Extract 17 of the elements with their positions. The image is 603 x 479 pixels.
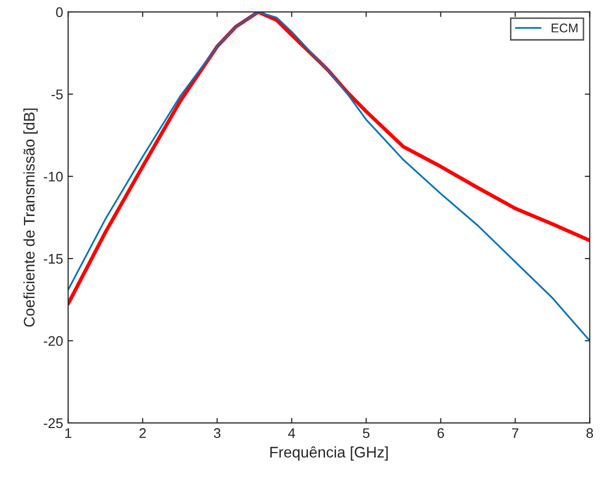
y-tick-label: -5 (52, 90, 63, 100)
y-tick-label: -15 (44, 254, 63, 264)
y-tick-label: -25 (44, 418, 63, 428)
x-tick-label: 6 (438, 428, 444, 438)
x-axis-title: Frequência [GHz] (270, 446, 388, 461)
y-tick-label: 0 (56, 7, 63, 18)
x-tick-label: 1 (65, 428, 72, 438)
y-tick-label: -10 (44, 172, 63, 182)
legend-label: ECM (552, 24, 578, 32)
y-tick-label: -20 (44, 336, 63, 346)
x-tick-label: 5 (362, 428, 370, 438)
x-tick-label: 2 (139, 428, 146, 438)
x-tick-label: 8 (586, 428, 593, 438)
x-tick-label: 3 (214, 428, 220, 438)
x-tick-label: 7 (512, 428, 518, 438)
x-tick-label: 4 (288, 428, 296, 438)
y-axis-title: Coeficiente de Transmissão [dB] (23, 108, 38, 327)
